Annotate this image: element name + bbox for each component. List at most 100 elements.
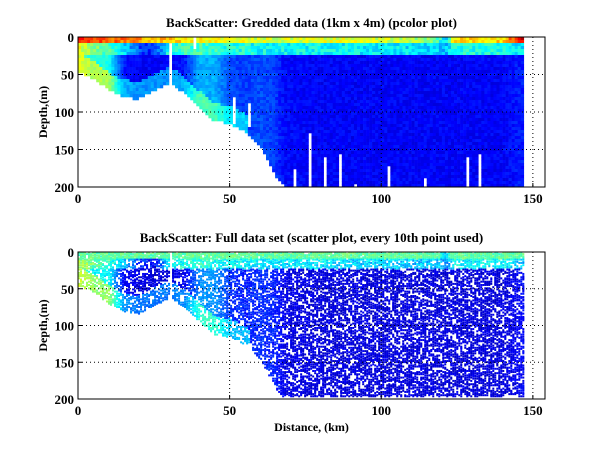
heatmap-cell (281, 49, 285, 53)
heatmap-cell (329, 169, 334, 173)
heatmap-cell (350, 133, 355, 137)
heatmap-cell (126, 88, 130, 92)
heatmap-cell (484, 181, 488, 185)
heatmap-cell (314, 70, 318, 74)
heatmap-cell (117, 61, 121, 65)
heatmap-cell (363, 127, 367, 131)
heatmap-cell (290, 49, 294, 53)
heatmap-cell (299, 94, 303, 98)
heatmap-cell (302, 181, 306, 185)
heatmap-cell (259, 58, 264, 62)
heatmap-cell (275, 67, 279, 71)
heatmap-cell (299, 85, 303, 89)
heatmap-cell (311, 43, 315, 47)
heatmap-cell (123, 37, 127, 41)
heatmap-cell (244, 40, 249, 44)
heatmap-cell (326, 139, 330, 143)
heatmap-cell (262, 133, 267, 137)
heatmap-cell (87, 46, 91, 50)
heatmap-cell (444, 91, 449, 95)
heatmap-cell (369, 166, 373, 170)
heatmap-cell (196, 79, 200, 83)
heatmap-cell (405, 106, 409, 110)
heatmap-cell (417, 172, 421, 176)
heatmap-cell (84, 37, 88, 41)
heatmap-cell (247, 67, 252, 71)
heatmap-cell (138, 61, 142, 65)
heatmap-cell (296, 157, 300, 161)
heatmap-cell (490, 61, 494, 65)
heatmap-cell (350, 184, 355, 188)
heatmap-cell (447, 70, 452, 74)
heatmap-cell (360, 67, 364, 71)
heatmap-cell (366, 67, 370, 71)
heatmap-cell (490, 127, 494, 131)
heatmap-cell (311, 181, 315, 185)
heatmap-cell (262, 82, 267, 86)
heatmap-cell (363, 184, 367, 188)
heatmap-cell (187, 64, 191, 68)
heatmap-cell (208, 115, 212, 119)
heatmap-cell (208, 79, 212, 83)
heatmap-cell (135, 70, 139, 74)
heatmap-cell (108, 79, 112, 83)
heatmap-cell (423, 154, 428, 158)
heatmap-cell (366, 172, 370, 176)
heatmap-cell (460, 73, 464, 77)
heatmap-cell (214, 94, 218, 98)
heatmap-cell (184, 70, 188, 74)
heatmap-cell (275, 82, 279, 86)
heatmap-cell (329, 76, 334, 80)
heatmap-cell (111, 52, 115, 56)
heatmap-cell (317, 94, 321, 98)
heatmap-cell (490, 43, 494, 47)
heatmap-cell (393, 157, 397, 161)
heatmap-cell (84, 64, 88, 68)
heatmap-cell (475, 73, 479, 77)
heatmap-cell (302, 151, 306, 155)
heatmap-cell (311, 85, 315, 89)
heatmap-cell (366, 118, 370, 122)
heatmap-cell (381, 151, 385, 155)
heatmap-cell (447, 160, 452, 164)
heatmap-cell (278, 115, 282, 119)
heatmap-cell (320, 94, 324, 98)
heatmap-cell (360, 64, 364, 68)
heatmap-cell (472, 97, 476, 101)
heatmap-cell (217, 109, 221, 113)
heatmap-cell (159, 67, 164, 71)
heatmap-cell (469, 82, 473, 86)
heatmap-cell (305, 55, 309, 59)
heatmap-cell (463, 148, 467, 152)
heatmap-cell (417, 37, 421, 41)
heatmap-cell (372, 154, 376, 158)
heatmap-cell (481, 85, 485, 89)
heatmap-cell (360, 124, 364, 128)
heatmap-cell (353, 166, 358, 170)
heatmap-cell (287, 154, 291, 158)
heatmap-cell (387, 106, 391, 110)
heatmap-cell (229, 79, 233, 83)
heatmap-cell (366, 46, 370, 50)
heatmap-cell (375, 79, 379, 83)
heatmap-cell (317, 73, 321, 77)
heatmap-cell (402, 154, 406, 158)
heatmap-cell (393, 139, 397, 143)
heatmap-cell (244, 124, 249, 128)
heatmap-cell (353, 61, 358, 65)
heatmap-cell (238, 109, 243, 113)
heatmap-cell (105, 76, 109, 80)
heatmap-cell (429, 55, 434, 59)
heatmap-cell (372, 73, 376, 77)
heatmap-cell (308, 85, 312, 89)
heatmap-cell (454, 172, 458, 176)
heatmap-cell (287, 67, 291, 71)
heatmap-cell (320, 79, 324, 83)
heatmap-cell (302, 166, 306, 170)
heatmap-cell (450, 109, 455, 113)
heatmap-cell (344, 136, 349, 140)
heatmap-cell (402, 124, 406, 128)
heatmap-cell (272, 97, 276, 101)
heatmap-cell (284, 109, 288, 113)
heatmap-cell (481, 127, 485, 131)
